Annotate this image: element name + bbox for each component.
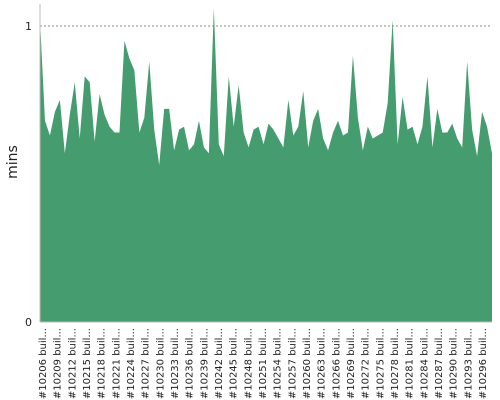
x-tick-labels: #10206 buil... #10209 buil... #10212 buil.…	[38, 328, 489, 399]
series-area	[40, 8, 492, 323]
x-tick-label: #10281 buil...	[405, 328, 416, 399]
x-tick-label: #10236 buil...	[185, 328, 196, 399]
x-tick-label: #10233 buil...	[170, 328, 181, 399]
x-tick-label: #10263 buil...	[317, 328, 328, 399]
axes	[39, 4, 492, 323]
x-tick-label: #10242 buil...	[214, 328, 225, 399]
x-tick-label: #10230 buil...	[155, 328, 166, 399]
x-tick-label: #10251 buil...	[258, 328, 269, 399]
x-tick-label: #10287 buil...	[434, 328, 445, 399]
x-tick-label: #10275 buil...	[375, 328, 386, 399]
x-tick-label: #10212 buil...	[67, 328, 78, 399]
x-tick-label: #10218 buil...	[97, 328, 108, 399]
x-tick-label: #10260 buil...	[302, 328, 313, 399]
x-tick-label: #10266 buil...	[331, 328, 342, 399]
x-tick-label: #10293 buil...	[463, 328, 474, 399]
x-tick-label: #10278 buil...	[390, 328, 401, 399]
x-tick-label: #10224 buil...	[126, 328, 137, 399]
x-tick-label: #10227 buil...	[141, 328, 152, 399]
x-tick-label: #10221 buil...	[111, 328, 122, 399]
x-tick-label: #10209 buil...	[53, 328, 64, 399]
y-axis-title: mins	[5, 145, 21, 179]
x-tick-label: #10290 buil...	[449, 328, 460, 399]
y-tick-label: 0	[25, 316, 32, 329]
y-tick-label: 1	[25, 20, 32, 33]
x-tick-label: #10269 buil...	[346, 328, 357, 399]
series-area-group	[40, 8, 492, 323]
x-tick-label: #10206 buil...	[38, 328, 49, 399]
x-tick-label: #10296 buil...	[478, 328, 489, 399]
x-tick-label: #10239 buil...	[199, 328, 210, 399]
x-tick-label: #10272 buil...	[361, 328, 372, 399]
x-tick-label: #10248 buil...	[243, 328, 254, 399]
y-tick-labels: 01	[25, 20, 32, 329]
x-tick-label: #10257 buil...	[287, 328, 298, 399]
x-tick-label: #10245 buil...	[229, 328, 240, 399]
x-tick-label: #10284 buil...	[419, 328, 430, 399]
x-tick-label: #10215 buil...	[82, 328, 93, 399]
x-tick-label: #10254 buil...	[273, 328, 284, 399]
